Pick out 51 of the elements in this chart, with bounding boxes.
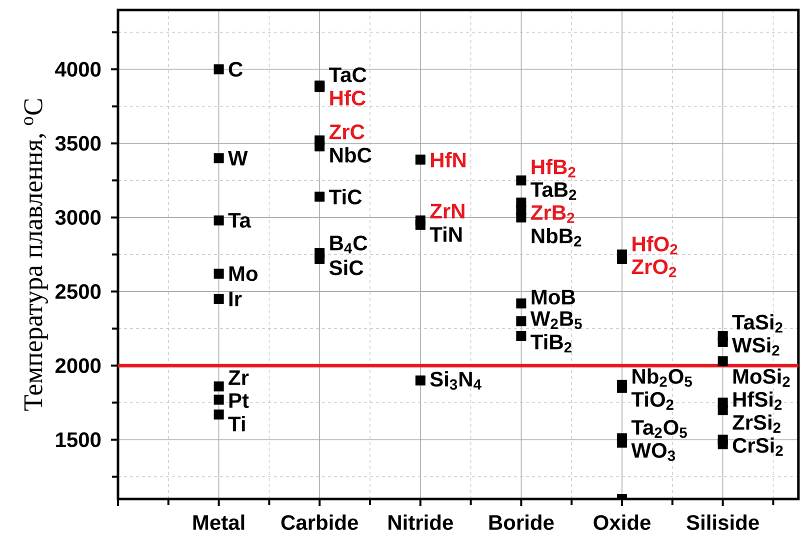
annotation: W [228, 150, 248, 166]
annotation: Ta [228, 213, 252, 228]
annotation: WO$_{3}$ [631, 442, 675, 461]
annotation: HfC [330, 90, 366, 106]
annotation: MoB [532, 290, 575, 305]
annotation: TiC [329, 188, 362, 204]
annotation: TaB$_{2}$ [530, 182, 576, 200]
y-tick-label: 2000 [55, 358, 101, 374]
y-tick-label: 4000 [55, 62, 101, 77]
x-tick-label: Nitride [388, 514, 453, 530]
annotation: HfB$_{2}$ [532, 158, 576, 178]
annotation: Pt [229, 393, 249, 408]
annotation: WSi$_{2}$ [732, 337, 780, 356]
annotation: NbB$_{2}$ [532, 228, 582, 246]
y-tick-label: 3500 [55, 136, 101, 151]
annotation: TaSi$_{2}$ [732, 314, 782, 333]
annotation: TiN [430, 226, 462, 242]
annotation: CrSi$_{2}$ [732, 437, 783, 456]
annotation: HfSi$_{2}$ [733, 391, 782, 410]
annotation: SiC [329, 260, 364, 276]
y-tick-label: 3000 [55, 210, 101, 225]
annotation: ZrB$_{2}$ [531, 205, 574, 223]
annotation: ZrC [329, 124, 364, 140]
annotation: W$_{2}$B$_{5}$ [530, 311, 582, 330]
annotation: Si$_{3}$N$_{4}$ [430, 371, 482, 390]
x-tick-label: Boride [489, 514, 554, 530]
annotation: ZrO$_{2}$ [632, 259, 676, 278]
x-tick-label: Carbide [281, 514, 358, 530]
x-tick-label: Metal [193, 514, 244, 530]
annotation: Zr [228, 370, 249, 385]
x-tick-label: Oxide [594, 514, 650, 530]
annotation: Mo [229, 266, 258, 282]
annotation: Ta$_{2}$O$_{5}$ [631, 420, 687, 438]
annotation: Nb$_{2}$O$_{5}$ [632, 368, 692, 387]
y-tick-label: 1500 [56, 432, 101, 448]
annotation: ZrSi$_{2}$ [732, 414, 780, 433]
annotation: B$_{4}$C [330, 236, 368, 254]
annotation: HfO$_{2}$ [632, 236, 678, 254]
x-tick-label: Siliside [686, 514, 759, 530]
annotation: TaC [329, 67, 366, 82]
annotation: C [228, 62, 243, 77]
annotation: HfN [431, 152, 466, 168]
annotation: Ti [228, 416, 245, 432]
y-tick-label: 2500 [55, 284, 101, 299]
y-axis-title: Температура плавлення, $^{o}$C [24, 99, 48, 411]
annotation: TiO$_{2}$ [631, 391, 674, 410]
annotation: ZrN [430, 204, 464, 218]
annotation: TiB$_{2}$ [530, 334, 572, 352]
annotation: MoSi$_{2}$ [733, 368, 790, 387]
annotation: Ir [229, 292, 242, 306]
annotation: NbC [330, 147, 372, 163]
